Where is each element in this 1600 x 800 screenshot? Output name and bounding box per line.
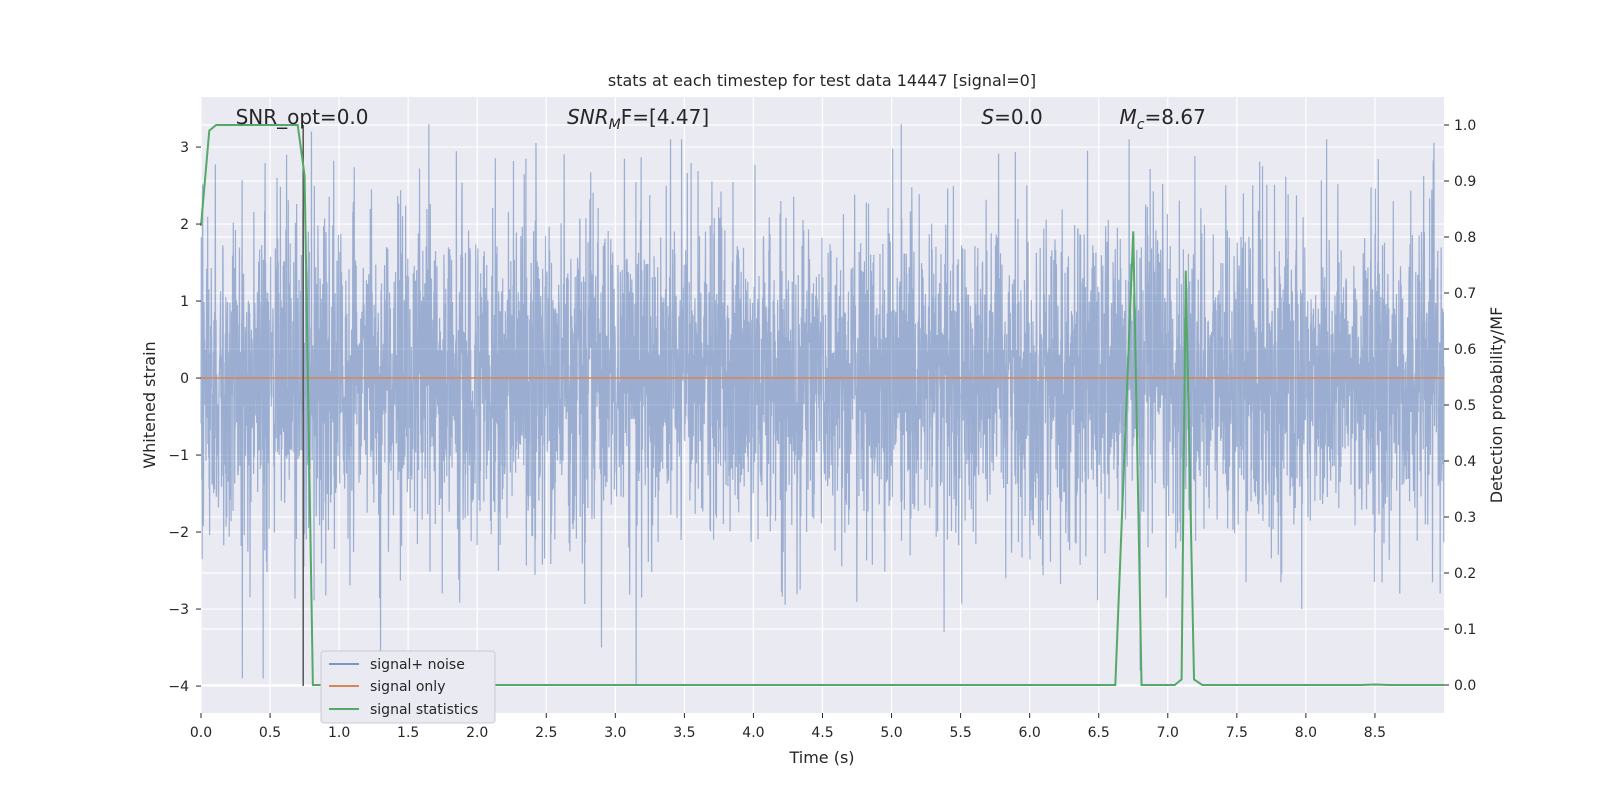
x-tick-label: 3.5: [673, 725, 695, 741]
legend-label-signal-statistics: signal statistics: [370, 702, 478, 718]
y-left-axis-ticks: 3 2 1 0 −1 −2 −3 −4: [168, 140, 201, 695]
y-right-tick-label: 0.8: [1454, 230, 1476, 246]
x-tick-label: 8.5: [1364, 725, 1386, 741]
x-tick-label: 6.0: [1019, 725, 1041, 741]
annotations: SNR_opt=0.0 SNRMF=[4.47] S=0.0 Mc=8.67: [236, 105, 1206, 133]
y-right-tick-label: 0.7: [1454, 286, 1476, 302]
legend-box: [320, 650, 496, 724]
x-axis-label: Time (s): [788, 748, 854, 767]
y-left-tick-label: 2: [180, 217, 189, 233]
y-left-tick-label: −3: [168, 602, 189, 618]
x-tick-label: 3.0: [604, 725, 626, 741]
y-right-tick-label: 0.3: [1454, 510, 1476, 526]
annotation-text: S=0.0: [981, 105, 1042, 129]
y-left-axis-label: Whitened strain: [140, 341, 159, 468]
annotation-text: SNRMF=[4.47]: [567, 105, 709, 133]
x-tick-label: 0.5: [259, 725, 281, 741]
signal-noise-line: [200, 123, 1445, 687]
series-signal-noise: [200, 123, 1445, 687]
x-tick-label: 0.0: [190, 725, 212, 741]
x-tick-label: 1.5: [397, 725, 419, 741]
annotation-subscript: c: [1137, 117, 1145, 133]
y-left-tick-label: −4: [168, 679, 189, 695]
signal-statistics-line: [200, 124, 1444, 686]
y-left-tick-label: −1: [168, 448, 189, 464]
chart-title: stats at each timestep for test data 144…: [608, 71, 1036, 90]
y-right-tick-label: 0.4: [1454, 454, 1476, 470]
x-tick-label: 7.0: [1157, 725, 1179, 741]
y-right-tick-label: 0.9: [1454, 174, 1476, 190]
annotation-rest: =8.67: [1145, 105, 1206, 129]
x-tick-label: 1.0: [328, 725, 350, 741]
x-tick-label: 7.5: [1226, 725, 1248, 741]
annotation-text: SNR_opt=0.0: [236, 105, 369, 129]
y-left-tick-label: 0: [180, 371, 189, 387]
x-tick-label: 5.0: [880, 725, 902, 741]
legend: signal+ noise signal only signal statist…: [320, 650, 496, 724]
y-right-tick-label: 1.0: [1454, 118, 1476, 134]
legend-label-signal-noise: signal+ noise: [370, 657, 465, 673]
y-right-tick-label: 0.5: [1454, 398, 1476, 414]
x-tick-label: 6.5: [1088, 725, 1110, 741]
y-right-tick-label: 0.6: [1454, 342, 1476, 358]
x-axis-ticks: 0.0 0.5 1.0 1.5 2.0 2.5 3.0 3.5 4.0 4.5 5.0 5.5 6.0 6…: [190, 713, 1386, 741]
x-tick-label: 2.0: [466, 725, 488, 741]
y-right-tick-label: 0.1: [1454, 622, 1476, 638]
y-right-axis-label: Detection probability/MF: [1487, 307, 1506, 504]
x-tick-label: 8.0: [1295, 725, 1317, 741]
y-right-tick-label: 0.0: [1454, 678, 1476, 694]
series-signal-statistics: [200, 124, 1444, 686]
annotation-main: S: [981, 105, 994, 129]
annotation-rest: =0.0: [994, 105, 1043, 129]
annotation-main: M: [1120, 105, 1137, 129]
annotation-main: SNR: [567, 105, 609, 129]
y-left-tick-label: 3: [180, 140, 189, 156]
x-tick-label: 4.5: [811, 725, 833, 741]
legend-label-signal-only: signal only: [370, 679, 445, 695]
annotation-rest: F=[4.47]: [621, 105, 709, 129]
annotation-subscript: M: [609, 117, 621, 133]
y-left-tick-label: −2: [168, 525, 189, 541]
y-left-tick-label: 1: [180, 294, 189, 310]
y-right-axis-ticks: 1.0 0.9 0.8 0.7 0.6 0.5 0.4 0.3 0.2 0.1 0.0: [1444, 118, 1476, 694]
x-tick-label: 4.0: [742, 725, 764, 741]
annotation-text: Mc=8.67: [1120, 105, 1206, 133]
x-tick-label: 2.5: [535, 725, 557, 741]
y-right-tick-label: 0.2: [1454, 566, 1476, 582]
x-tick-label: 5.5: [949, 725, 971, 741]
